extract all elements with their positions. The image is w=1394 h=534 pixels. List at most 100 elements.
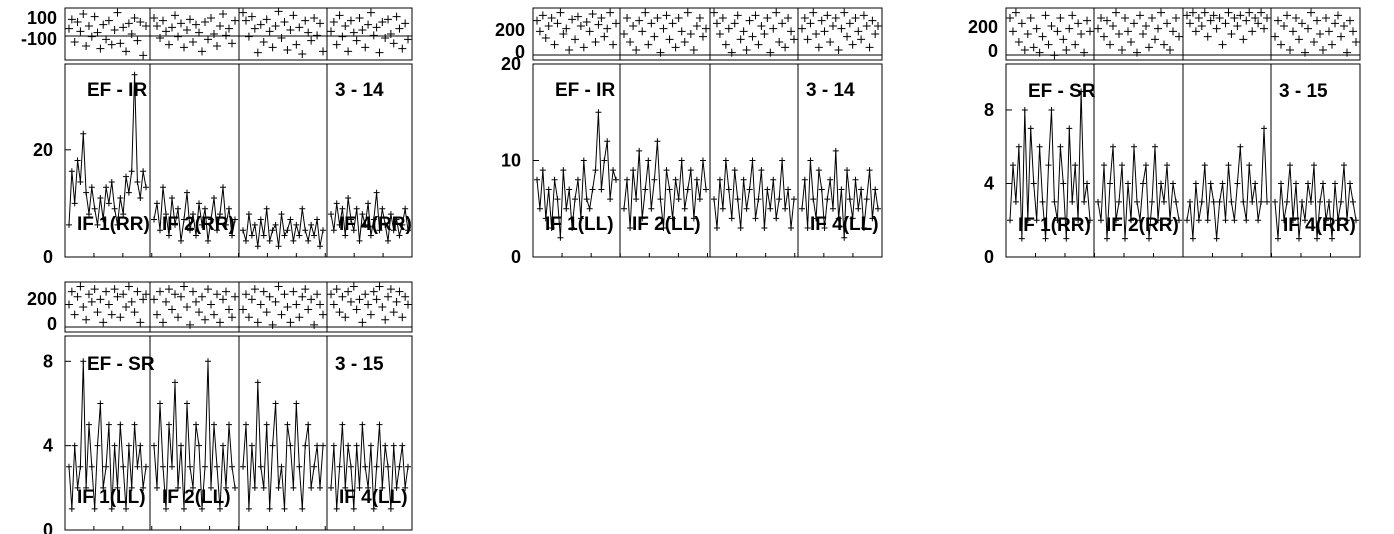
phase-point bbox=[1041, 11, 1050, 20]
phase-point bbox=[1044, 40, 1053, 49]
phase-point bbox=[840, 8, 849, 17]
phase-point bbox=[139, 295, 148, 304]
amplitude-point bbox=[580, 157, 587, 164]
amplitude-point bbox=[263, 421, 270, 428]
phase-point bbox=[1100, 32, 1108, 41]
amplitude-point bbox=[356, 484, 363, 491]
amplitude-point bbox=[1255, 217, 1262, 224]
phase-point bbox=[142, 22, 150, 30]
amplitude-point bbox=[125, 442, 132, 449]
amplitude-point bbox=[154, 484, 160, 491]
phase-point bbox=[201, 315, 209, 324]
phase-point bbox=[1175, 32, 1183, 41]
amplitude-point bbox=[278, 211, 285, 218]
phase-point bbox=[754, 40, 763, 49]
phase-point bbox=[268, 320, 277, 329]
amplitude-point bbox=[776, 196, 783, 203]
amplitude-point bbox=[254, 379, 261, 386]
if-label: IF 1(RR) bbox=[77, 214, 150, 235]
amplitude-point bbox=[272, 221, 279, 228]
amplitude-point bbox=[1275, 235, 1281, 242]
amplitude-point bbox=[229, 232, 235, 239]
amplitude-point bbox=[1007, 217, 1013, 224]
phase-point bbox=[292, 40, 301, 49]
phase-point bbox=[533, 16, 541, 25]
amplitude-series-line bbox=[536, 112, 617, 238]
amplitude-point bbox=[232, 216, 238, 223]
amplitude-point bbox=[281, 505, 288, 512]
phase-point bbox=[90, 12, 99, 21]
phase-point bbox=[565, 46, 574, 54]
phase-point bbox=[736, 35, 745, 44]
amplitude-point bbox=[1021, 106, 1028, 113]
phase-point bbox=[653, 14, 662, 22]
amplitude-point bbox=[782, 205, 789, 212]
amplitude-point bbox=[832, 147, 839, 154]
amplitude-point bbox=[302, 227, 309, 234]
amplitude-point bbox=[755, 196, 762, 203]
phase-point bbox=[1322, 14, 1330, 22]
phase-point bbox=[647, 19, 656, 28]
amplitude-point bbox=[1347, 180, 1353, 187]
amplitude-point bbox=[690, 215, 697, 222]
amplitude-point bbox=[287, 216, 294, 223]
amplitude-point bbox=[1030, 180, 1037, 187]
amplitude-point bbox=[1240, 198, 1247, 205]
amplitude-point bbox=[163, 505, 169, 512]
phase-point bbox=[1118, 46, 1126, 54]
amplitude-point bbox=[379, 484, 386, 491]
phase-point bbox=[124, 19, 133, 28]
amplitude-point bbox=[71, 200, 78, 207]
phase-point bbox=[401, 19, 410, 28]
amplitude-point bbox=[157, 400, 163, 407]
amplitude-point bbox=[97, 400, 104, 407]
phase-point bbox=[292, 300, 301, 309]
phase-point bbox=[253, 48, 262, 57]
amplitude-point bbox=[1155, 217, 1161, 224]
amplitude-point bbox=[226, 421, 232, 428]
amplitude-point bbox=[240, 227, 246, 234]
amplitude-point bbox=[120, 463, 127, 470]
phase-point bbox=[195, 308, 203, 317]
phase-point bbox=[286, 318, 295, 327]
amplitude-point bbox=[1095, 198, 1101, 205]
phase-tick-label: 0 bbox=[47, 314, 57, 334]
phase-point bbox=[341, 313, 350, 322]
phase-point bbox=[133, 36, 142, 45]
amplitude-point bbox=[278, 463, 285, 470]
phase-point bbox=[730, 19, 739, 28]
amplitude-point bbox=[1225, 162, 1232, 169]
if-label: IF 1(RR) bbox=[1018, 215, 1091, 236]
amplitude-point bbox=[1075, 217, 1082, 224]
amplitude-point bbox=[713, 225, 720, 232]
phase-point bbox=[594, 20, 603, 29]
amplitude-point bbox=[719, 205, 726, 212]
phase-point bbox=[1248, 27, 1257, 36]
amplitude-point bbox=[1290, 217, 1296, 224]
amplitude-point bbox=[220, 442, 226, 449]
amplitude-point bbox=[1222, 217, 1229, 224]
phase-point bbox=[1130, 19, 1138, 28]
amplitude-point bbox=[290, 484, 297, 491]
amplitude-point bbox=[684, 186, 691, 193]
phase-point bbox=[1188, 8, 1197, 17]
phase-point bbox=[329, 300, 338, 309]
amplitude-series-line bbox=[801, 150, 879, 238]
amplitude-point bbox=[858, 186, 865, 193]
amplitude-point bbox=[813, 215, 820, 222]
phase-point bbox=[1014, 38, 1023, 46]
amplitude-tick-label: 8 bbox=[43, 351, 53, 371]
amplitude-point bbox=[128, 168, 135, 175]
amplitude-point bbox=[131, 71, 138, 78]
amplitude-point bbox=[557, 234, 564, 241]
phase-point bbox=[392, 297, 401, 306]
phase-point bbox=[174, 32, 182, 41]
phase-point bbox=[398, 44, 407, 53]
phase-point bbox=[189, 38, 197, 46]
phase-point bbox=[641, 8, 650, 17]
phase-point bbox=[1307, 8, 1315, 17]
amplitude-point bbox=[785, 186, 792, 193]
amplitude-point bbox=[299, 205, 306, 212]
phase-point bbox=[1263, 14, 1271, 22]
phase-point bbox=[165, 285, 173, 294]
